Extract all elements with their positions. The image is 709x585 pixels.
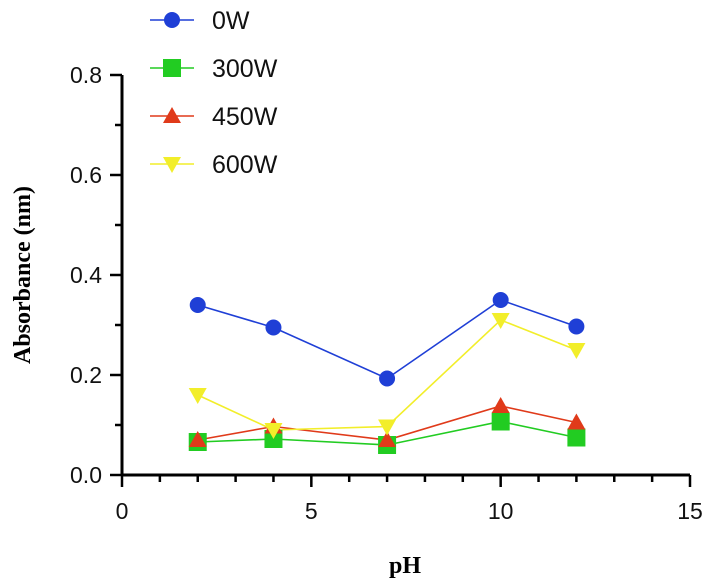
legend: 0W 300W 450W 600W xyxy=(150,7,278,179)
data-point-600w xyxy=(567,343,586,359)
data-point-450w xyxy=(188,431,207,447)
data-point-450w xyxy=(378,431,397,447)
y-tick-label: 0.4 xyxy=(70,262,102,288)
legend-item-300w: 300W xyxy=(150,55,278,83)
x-tick-label: 0 xyxy=(116,498,129,524)
y-tick-label: 0.0 xyxy=(70,462,102,488)
legend-item-450w: 450W xyxy=(150,103,278,131)
data-point-450w xyxy=(567,413,586,430)
legend-label: 600W xyxy=(212,151,278,179)
data-point-600w xyxy=(264,423,283,439)
data-point-0w xyxy=(189,297,206,313)
x-tick-label: 15 xyxy=(677,498,703,524)
x-tick-label: 10 xyxy=(488,498,514,524)
legend-label: 450W xyxy=(212,103,278,131)
legend-marker xyxy=(163,157,181,173)
series-line-0w xyxy=(197,299,577,380)
y-tick-label: 0.2 xyxy=(70,362,102,388)
y-tick-label: 0.8 xyxy=(70,62,102,88)
axes xyxy=(120,75,690,477)
y-tick-label: 0.6 xyxy=(70,162,102,188)
data-point-300w xyxy=(567,428,586,447)
data-point-0w xyxy=(568,318,585,335)
legend-marker xyxy=(163,107,181,123)
data-point-0w xyxy=(379,370,396,387)
data-point-0w xyxy=(265,319,282,336)
legend-item-600w: 600W xyxy=(150,151,278,179)
legend-label: 300W xyxy=(212,55,278,83)
data-point-600w xyxy=(378,419,397,436)
legend-label: 0W xyxy=(212,7,250,35)
legend-marker xyxy=(163,59,181,77)
series-markers xyxy=(188,292,586,454)
data-point-450w xyxy=(491,397,510,413)
legend-marker xyxy=(164,12,180,28)
data-point-600w xyxy=(491,313,510,329)
ticks: 0 5 10 15 0.0 0.2 0.4 0.6 0.8 xyxy=(70,62,703,524)
x-axis-title: pH xyxy=(389,553,421,579)
legend-item-0w: 0W xyxy=(150,7,250,35)
x-tick-label: 5 xyxy=(305,498,318,524)
data-point-300w xyxy=(491,412,510,431)
data-point-0w xyxy=(492,292,509,308)
data-point-600w xyxy=(188,388,207,404)
y-axis-title: Absorbance (nm) xyxy=(10,186,36,364)
